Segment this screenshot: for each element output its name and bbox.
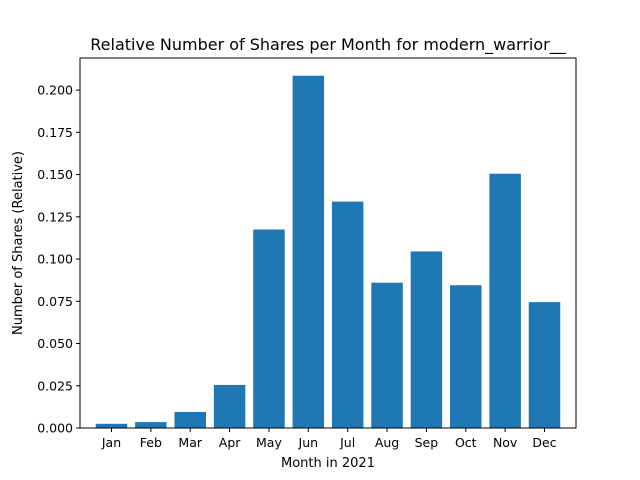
x-tick-label: Sep <box>415 435 439 450</box>
y-tick-label: 0.075 <box>37 294 73 309</box>
x-tick-label: Jun <box>298 435 319 450</box>
plot-frame <box>79 57 577 429</box>
bar-apr <box>213 384 246 428</box>
x-tick-label: Nov <box>493 435 518 450</box>
bar-feb <box>135 422 167 428</box>
bar-mar <box>174 411 206 428</box>
x-tick-label: Jul <box>339 435 355 450</box>
bar-aug <box>371 282 403 428</box>
y-axis-ticks: 0.000 0.025 0.050 0.075 0.100 0.125 0.150 0.175… <box>37 83 80 436</box>
x-tick-label: Jan <box>101 435 121 450</box>
bar-dec <box>528 302 561 428</box>
y-tick-label: 0.100 <box>37 252 73 267</box>
y-tick-label: 0.025 <box>37 378 73 393</box>
y-tick-label: 0.125 <box>37 209 73 224</box>
bar-oct <box>450 285 482 428</box>
bar-nov <box>489 173 521 428</box>
y-tick-label: 0.175 <box>37 125 73 140</box>
x-tick-label: May <box>256 435 282 450</box>
bar-sep <box>410 251 443 428</box>
bar-jul <box>331 201 364 428</box>
bar-jun <box>292 75 325 429</box>
y-axis-label: Number of Shares (Relative) <box>11 151 26 335</box>
bar-jan <box>95 423 128 428</box>
x-axis-label: Month in 2021 <box>281 456 375 471</box>
bars-group <box>95 75 561 429</box>
x-tick-label: Feb <box>140 435 162 450</box>
x-tick-label: Dec <box>532 435 556 450</box>
y-tick-label: 0.200 <box>37 83 73 98</box>
x-tick-label: Mar <box>178 435 202 450</box>
x-tick-label: Aug <box>375 435 399 450</box>
x-axis-ticks: Jan Feb Mar Apr May Jun Jul Aug Sep Oct Nov Dec <box>101 428 557 450</box>
x-tick-label: Apr <box>219 435 241 450</box>
x-tick-label: Oct <box>455 435 477 450</box>
bar-may <box>253 229 285 428</box>
y-tick-label: 0.150 <box>37 167 73 182</box>
y-tick-label: 0.050 <box>37 336 73 351</box>
y-tick-label: 0.000 <box>37 421 73 436</box>
chart-title: Relative Number of Shares per Month for … <box>90 35 566 55</box>
